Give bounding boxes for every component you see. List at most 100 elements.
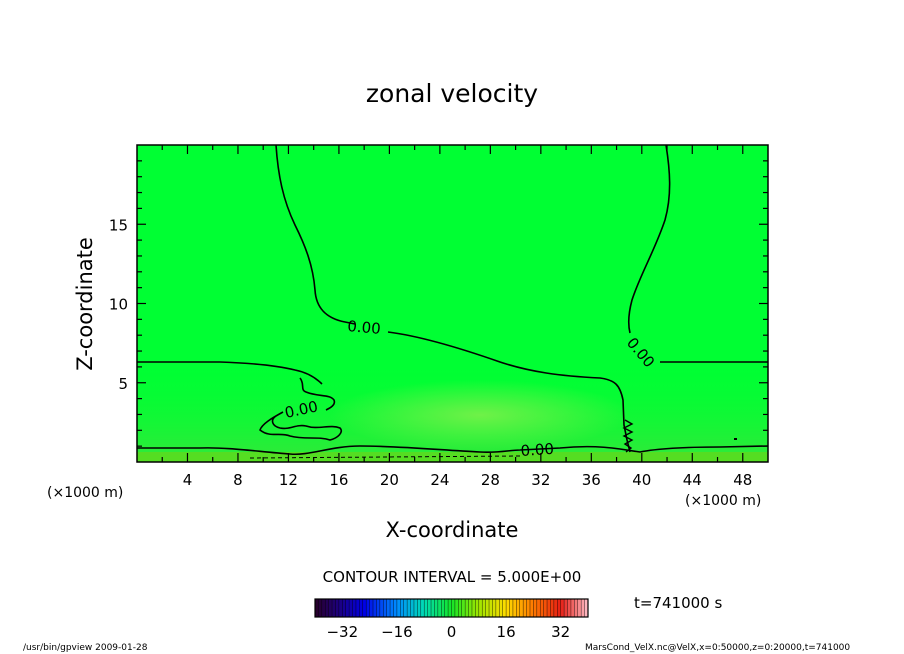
contour-label: 0.00 [520,440,555,460]
colorbar-cell [567,599,572,617]
colorbar-cell [519,599,524,617]
colorbar-cell [448,599,452,617]
colorbar-ticks: −32 −16 0 16 32 [326,623,570,641]
colorbar-cell [386,599,391,617]
colorbar-cell [553,599,558,617]
contour-wiggle [622,419,634,453]
colorbar-cell [383,599,387,617]
colorbar [314,598,589,618]
colorbar-cell [437,599,442,617]
footer-left: /usr/bin/gpview 2009-01-28 [23,643,148,653]
colorbar-cell [359,599,364,617]
colorbar-cell [506,599,510,617]
colorbar-frame [314,598,589,618]
colorbar-cell [400,599,405,617]
colorbar-cell [345,599,350,617]
contour-blob-lower [259,411,343,441]
colorbar-cell [485,599,490,617]
chart-title: zonal velocity [366,79,538,108]
x-tick-label: 36 [582,471,601,489]
colorbar-cell [444,599,449,617]
colorbar-cell [482,599,486,617]
colorbar-cell [431,599,435,617]
x-tick-label: 48 [733,471,752,489]
y-axis-label: Z-coordinate [73,237,97,371]
colorbar-cell [342,599,347,617]
contour-dashed-surface [249,455,521,459]
colorbar-cell [413,599,418,617]
colorbar-cell [536,599,541,617]
colorbar-cell [543,599,548,617]
colorbar-cell [427,599,432,617]
colorbar-cell [362,599,367,617]
plot-area [137,145,768,462]
colorbar-cell [547,599,551,617]
colorbar-cell [475,599,480,617]
x-tick-label: 8 [233,471,243,489]
x-tick-label: 28 [481,471,500,489]
y-tick-label: 15 [109,216,128,234]
colorbar-cell [451,599,456,617]
colorbar-tick-label: 0 [447,623,457,641]
colorbar-cell [376,599,381,617]
x-tick-label: 44 [683,471,702,489]
colorbar-cell [502,599,507,617]
colorbar-cell [366,599,370,617]
colorbar-cell [478,599,483,617]
y-tick-label: 5 [118,375,128,393]
colorbar-cell [526,599,531,617]
footer-right: MarsCond_VelX.nc@VelX,x=0:50000,z=0:2000… [585,643,850,653]
x-tick-label: 4 [183,471,193,489]
colorbar-cell [523,599,527,617]
colorbar-cell [390,599,394,617]
colorbar-cell [407,599,411,617]
colorbar-cell [550,599,555,617]
colorbar-cell [369,599,374,617]
contour-blob-upper [299,377,336,411]
colorbar-cell [410,599,415,617]
colorbar-cell [328,599,333,617]
x-tick-label: 12 [279,471,298,489]
colorbar-cell [512,599,517,617]
colorbar-cell [577,599,582,617]
colorbar-cell [468,599,473,617]
x-unit-right: (×1000 m) [685,493,761,509]
colorbar-cell [420,599,425,617]
colorbar-tick-label: −16 [381,623,413,641]
colorbar-cell [492,599,497,617]
colorbar-cell [396,599,401,617]
colorbar-cell [338,599,343,617]
colorbar-cell [332,599,336,617]
colorbar-cell [434,599,439,617]
colorbar-cell [540,599,544,617]
colorbar-cell [570,599,575,617]
colorbar-cell [417,599,422,617]
colorbar-cell [499,599,503,617]
colorbar-cell [574,599,579,617]
colorbar-cell [393,599,398,617]
colorbar-cell [495,599,500,617]
colorbar-cell [533,599,538,617]
colorbar-cell [352,599,357,617]
contour-left-vertical [275,145,356,325]
x-tick-label: 24 [430,471,449,489]
contour-interval: CONTOUR INTERVAL = 5.000E+00 [323,568,582,586]
colorbar-cell [315,599,319,617]
y-tick-label: 10 [109,296,128,314]
colorbar-tick-label: 32 [551,623,570,641]
colorbar-cell [318,599,323,617]
colorbar-cell [355,599,360,617]
colorbar-cell [321,599,326,617]
contour-middle-line [387,331,631,453]
contour-mid-upper-start [137,361,323,385]
colorbar-cell [465,599,469,617]
colorbar-tick-label: 16 [497,623,516,641]
x-tick-label: 16 [329,471,348,489]
colorbar-cell [454,599,459,617]
colorbar-cell [581,599,585,617]
colorbar-cell [373,599,377,617]
colorbar-cell [560,599,565,617]
colorbar-cell [379,599,384,617]
colorbar-cell [489,599,493,617]
